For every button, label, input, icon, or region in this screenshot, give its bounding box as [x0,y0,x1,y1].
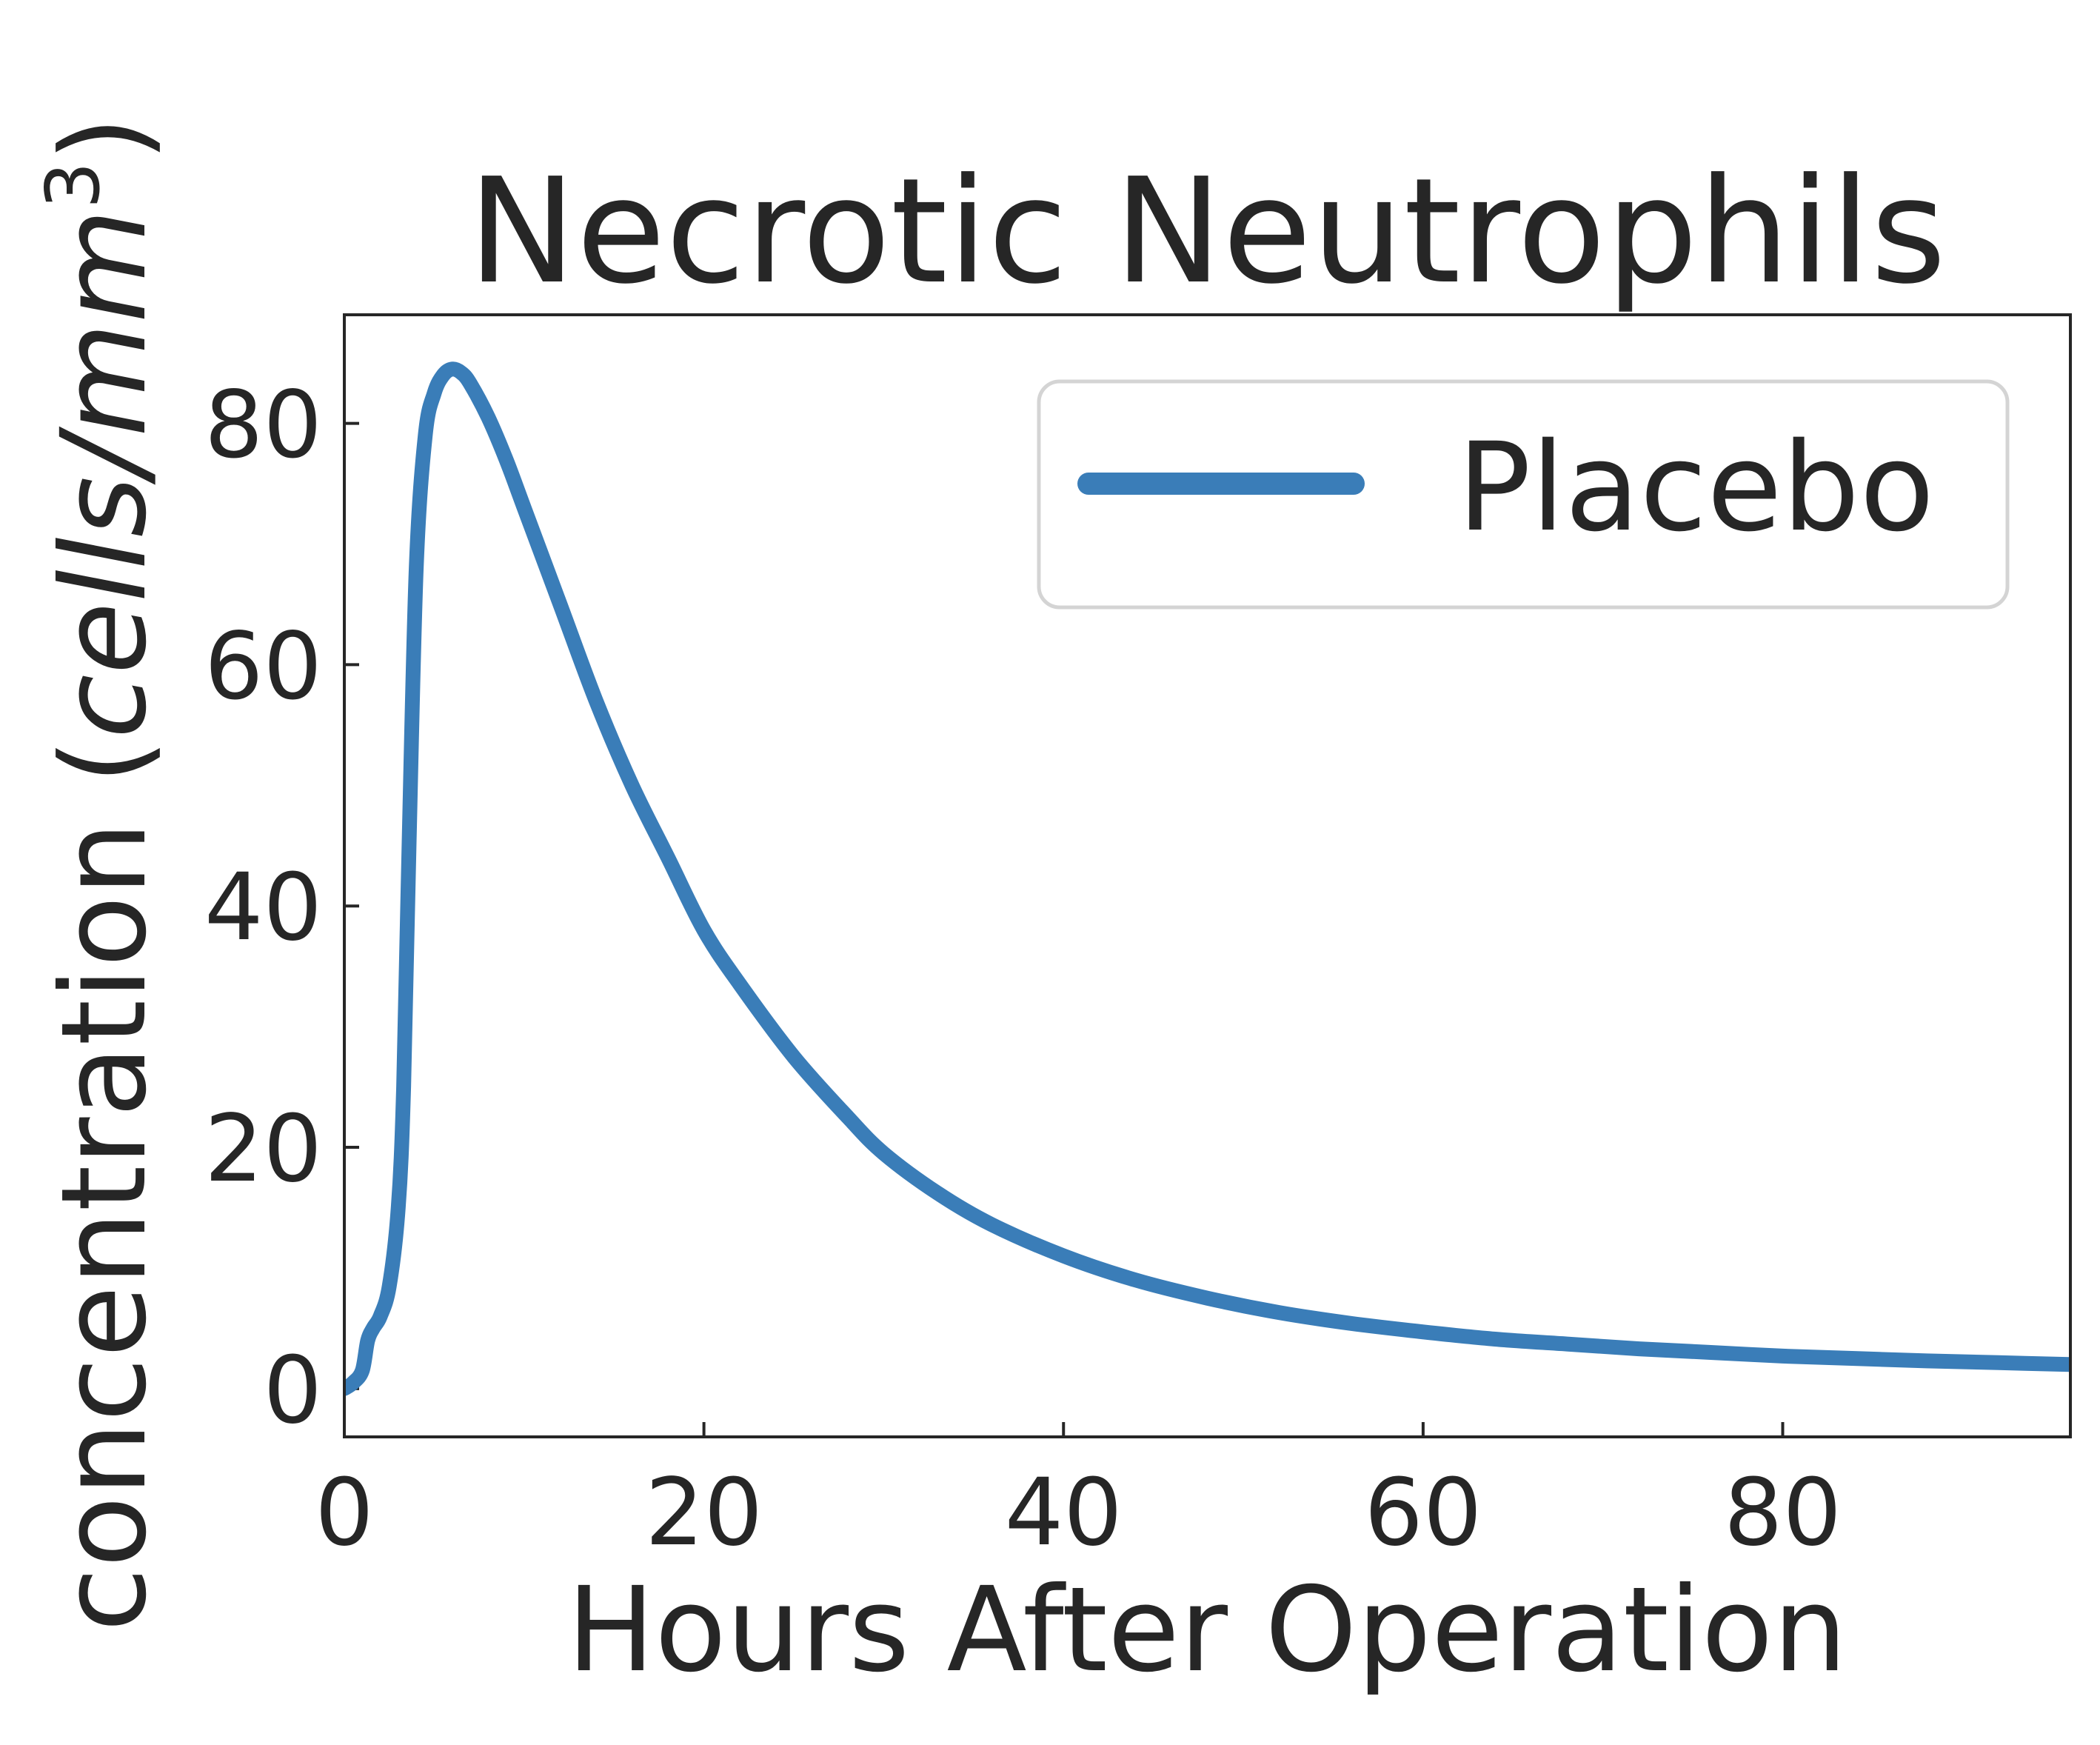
x-tick-label: 40 [1005,1459,1123,1567]
series-line-placebo [344,361,2070,1396]
y-tick-label: 80 [204,372,322,479]
y-tick-label: 60 [204,613,322,720]
plot-frame [343,313,2072,1438]
tick-labels: 0 20 40 60 80 0 20 40 60 80 [204,372,1842,1567]
y-axis-label-unit: cells/mm [36,209,173,738]
plot-area [344,361,2070,1396]
y-axis-label-exponent: 3 [30,161,116,209]
x-axis-label: Hours After Operation [566,1562,1847,1698]
y-tick-label: 0 [263,1337,322,1444]
x-tick-label: 0 [315,1459,374,1567]
chart-title: Necrotic Neutrophils [468,147,1947,316]
x-tick-label: 60 [1364,1459,1482,1567]
legend-box [1037,379,2010,610]
x-tick-label: 20 [645,1459,763,1567]
y-tick-label: 20 [204,1095,322,1203]
legend: Placebo [1037,379,2010,610]
y-tick-label: 40 [204,854,322,961]
y-axis-label-close: ) [36,116,173,162]
y-axis-label-text: concentration ( [36,738,173,1632]
y-axis-label: concentration (cells/mm3) [30,116,173,1632]
x-tick-label: 80 [1724,1459,1842,1567]
legend-label-placebo: Placebo [1457,416,1934,558]
